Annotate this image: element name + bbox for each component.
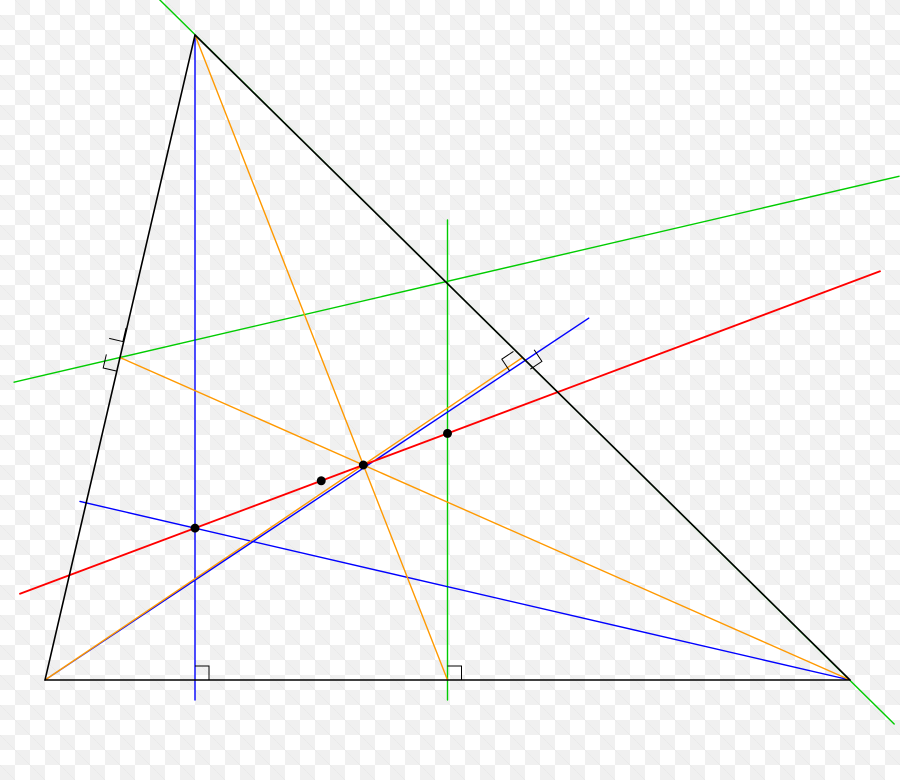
centroid-point <box>359 461 368 470</box>
nine-point-center <box>317 476 326 485</box>
orthocenter-point <box>191 524 200 533</box>
median-from-a <box>45 358 523 681</box>
circumcenter-point <box>443 429 452 438</box>
diagram-canvas <box>0 0 900 780</box>
perp-bisector-ca <box>14 176 899 382</box>
side-ca <box>45 35 195 680</box>
euler-line-diagram <box>0 0 900 780</box>
median-from-c <box>195 35 448 680</box>
right-angle-A_on_BC <box>502 351 514 370</box>
right-angle-mid_AB <box>448 666 462 680</box>
side-bc <box>195 35 850 680</box>
right-angle-mid_CA <box>103 354 117 371</box>
right-angle-C_on_AB <box>195 666 209 680</box>
right-angle-B_on_CA <box>109 328 126 342</box>
median-from-b <box>120 358 850 681</box>
